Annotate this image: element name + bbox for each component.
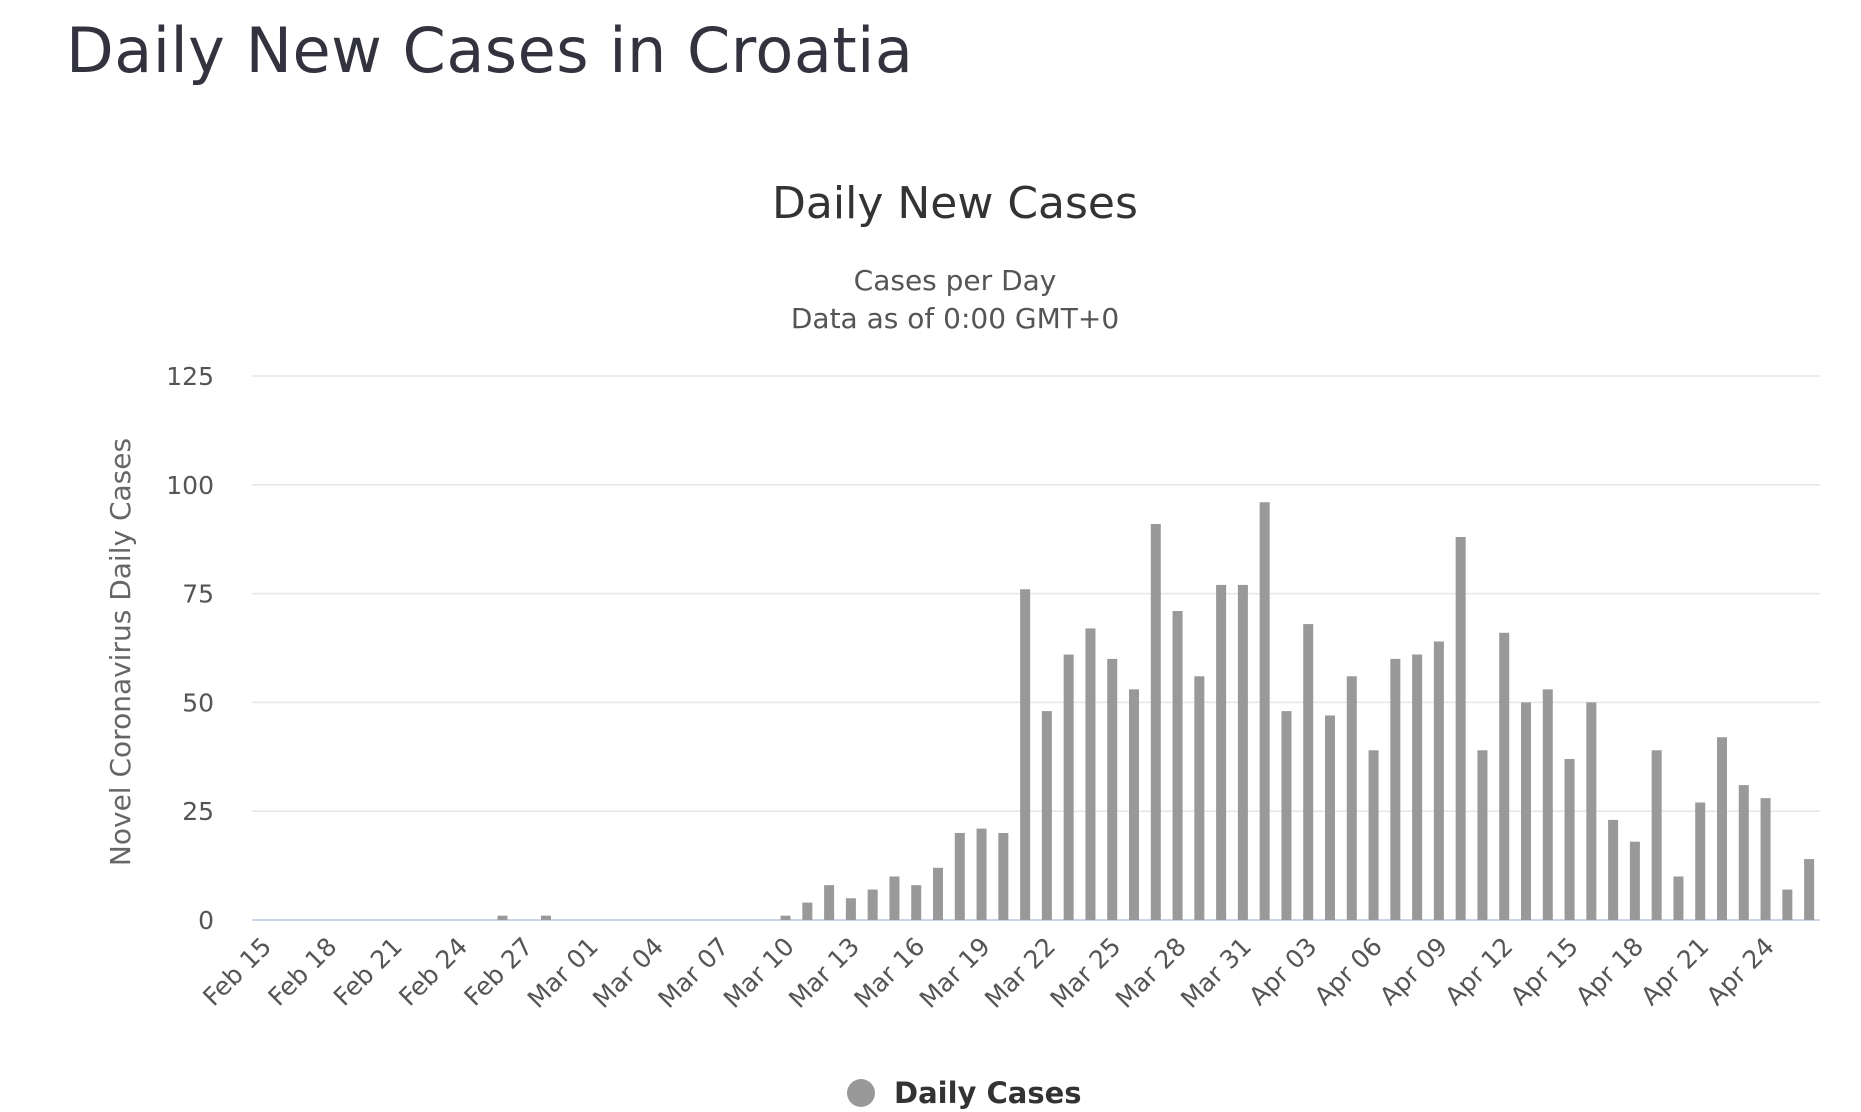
y-tick-label: 75 bbox=[182, 580, 214, 609]
x-tick-label: Mar 04 bbox=[587, 932, 669, 1014]
bar[interactable] bbox=[802, 902, 813, 920]
x-tick-label: Apr 15 bbox=[1505, 932, 1584, 1011]
y-tick-label: 0 bbox=[198, 906, 214, 935]
bar[interactable] bbox=[1041, 711, 1052, 920]
bar[interactable] bbox=[954, 832, 965, 920]
x-tick-label: Feb 15 bbox=[197, 932, 277, 1012]
bar[interactable] bbox=[1564, 758, 1575, 920]
x-tick-label: Mar 19 bbox=[914, 932, 996, 1014]
grid-lines bbox=[252, 375, 1820, 921]
bar[interactable] bbox=[867, 889, 878, 920]
y-tick-label: 125 bbox=[166, 362, 214, 391]
y-tick-label: 25 bbox=[182, 797, 214, 826]
x-tick-label: Apr 24 bbox=[1701, 932, 1780, 1011]
bar[interactable] bbox=[1738, 785, 1749, 920]
bar[interactable] bbox=[1390, 658, 1401, 920]
bar[interactable] bbox=[1433, 641, 1444, 920]
bar[interactable] bbox=[1695, 802, 1706, 921]
legend-marker-icon bbox=[847, 1079, 875, 1107]
x-tick-label: Apr 18 bbox=[1570, 932, 1649, 1011]
x-tick-label: Mar 10 bbox=[718, 932, 800, 1014]
bar-series-daily-cases[interactable] bbox=[497, 502, 1815, 921]
x-tick-label: Mar 25 bbox=[1044, 932, 1126, 1014]
bar[interactable] bbox=[1542, 689, 1553, 920]
bar[interactable] bbox=[1324, 715, 1336, 920]
bar[interactable] bbox=[1281, 711, 1292, 920]
bar[interactable] bbox=[1673, 876, 1684, 920]
bar[interactable] bbox=[1651, 750, 1662, 920]
bar[interactable] bbox=[976, 828, 987, 920]
bar[interactable] bbox=[780, 915, 791, 920]
x-tick-label: Mar 28 bbox=[1110, 932, 1192, 1014]
x-tick-label: Mar 16 bbox=[848, 932, 930, 1014]
legend-label-daily-cases: Daily Cases bbox=[894, 1076, 1082, 1110]
bar[interactable] bbox=[998, 832, 1009, 920]
bar[interactable] bbox=[1063, 654, 1074, 920]
bar[interactable] bbox=[497, 915, 508, 920]
x-tick-label: Apr 21 bbox=[1635, 932, 1714, 1011]
bar[interactable] bbox=[1346, 676, 1357, 920]
x-tick-label: Feb 18 bbox=[263, 932, 343, 1012]
x-tick-label: Mar 31 bbox=[1175, 932, 1257, 1014]
bar[interactable] bbox=[1629, 841, 1640, 920]
x-tick-label: Mar 22 bbox=[979, 932, 1061, 1014]
y-axis-title: Novel Coronavirus Daily Cases bbox=[104, 438, 137, 866]
bar[interactable] bbox=[1237, 584, 1248, 920]
bar[interactable] bbox=[1455, 537, 1466, 920]
bar[interactable] bbox=[1477, 750, 1488, 920]
bar[interactable] bbox=[1150, 523, 1161, 920]
bar[interactable] bbox=[1782, 889, 1793, 920]
legend[interactable]: Daily Cases bbox=[847, 1076, 1082, 1110]
bar[interactable] bbox=[1804, 859, 1815, 920]
bar[interactable] bbox=[540, 915, 552, 920]
bar[interactable] bbox=[1520, 702, 1532, 920]
chart-subtitle-line-2: Data as of 0:00 GMT+0 bbox=[791, 302, 1119, 335]
bar[interactable] bbox=[1499, 632, 1510, 920]
bar[interactable] bbox=[1216, 584, 1227, 920]
x-tick-label: Apr 12 bbox=[1439, 932, 1518, 1011]
bar[interactable] bbox=[1128, 689, 1140, 920]
bar[interactable] bbox=[1716, 737, 1728, 920]
y-axis-ticks: 0 25 50 75 100 125 bbox=[166, 362, 214, 935]
bar[interactable] bbox=[932, 867, 944, 920]
bar[interactable] bbox=[889, 876, 900, 920]
bar[interactable] bbox=[1368, 750, 1379, 920]
bar[interactable] bbox=[1259, 502, 1270, 920]
chart-subtitle-line-1: Cases per Day bbox=[854, 264, 1057, 297]
bar[interactable] bbox=[1586, 702, 1597, 920]
x-tick-label: Mar 07 bbox=[652, 932, 734, 1014]
bar[interactable] bbox=[1085, 628, 1096, 920]
bar[interactable] bbox=[824, 885, 835, 920]
x-tick-label: Mar 13 bbox=[783, 932, 865, 1014]
y-tick-label: 100 bbox=[166, 471, 214, 500]
bar[interactable] bbox=[845, 898, 856, 920]
bar[interactable] bbox=[1608, 819, 1619, 920]
bar[interactable] bbox=[1107, 658, 1118, 920]
bar[interactable] bbox=[1412, 654, 1423, 920]
bar[interactable] bbox=[1760, 798, 1771, 920]
x-tick-label: Feb 24 bbox=[393, 932, 473, 1012]
x-tick-label: Apr 03 bbox=[1243, 932, 1322, 1011]
bar[interactable] bbox=[1172, 611, 1183, 920]
chart-title: Daily New Cases bbox=[772, 178, 1138, 229]
x-tick-label: Feb 21 bbox=[328, 932, 408, 1012]
bar[interactable] bbox=[1020, 589, 1031, 920]
x-tick-label: Feb 27 bbox=[459, 932, 539, 1012]
page-heading: Daily New Cases in Croatia bbox=[66, 14, 914, 87]
x-tick-label: Mar 01 bbox=[522, 932, 604, 1014]
bar[interactable] bbox=[1303, 624, 1314, 920]
x-tick-label: Apr 09 bbox=[1374, 932, 1453, 1011]
bar[interactable] bbox=[911, 885, 922, 920]
x-tick-label: Apr 06 bbox=[1309, 932, 1388, 1011]
bar[interactable] bbox=[1194, 676, 1205, 920]
y-tick-label: 50 bbox=[182, 688, 214, 717]
